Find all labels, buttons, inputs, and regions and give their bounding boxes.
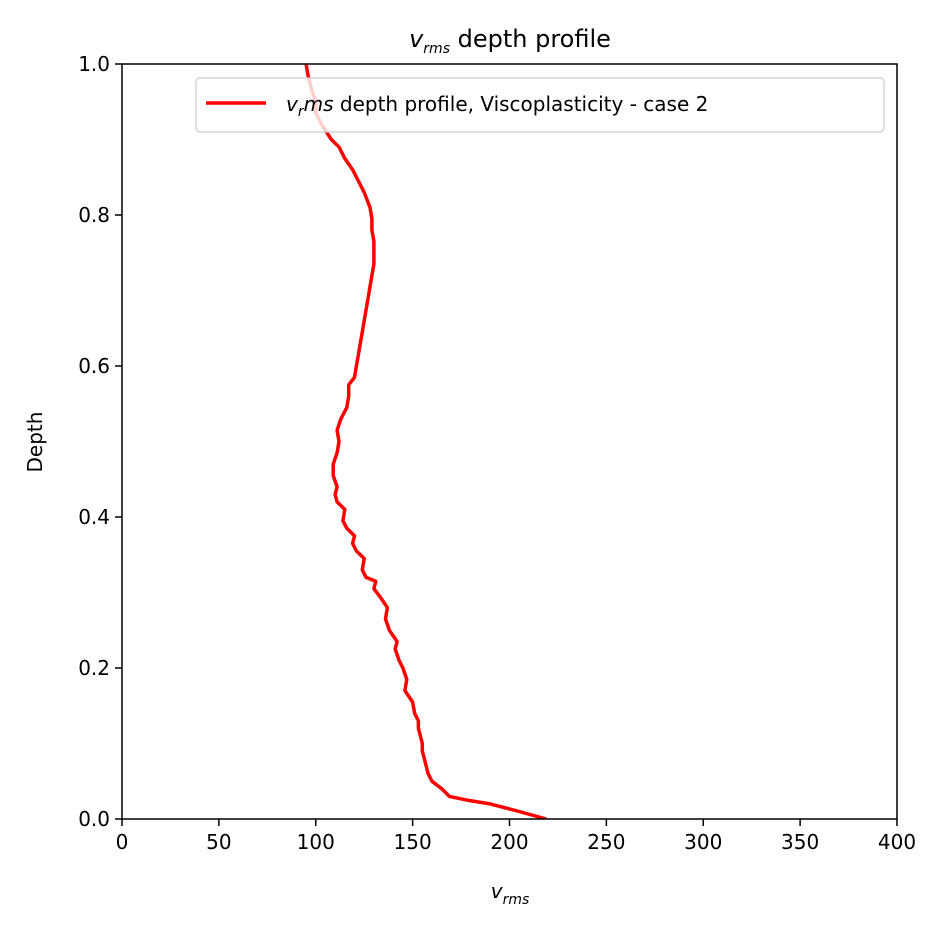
x-tick-label: 200 bbox=[490, 830, 528, 854]
x-tick-label: 50 bbox=[206, 830, 231, 854]
y-tick-label: 1.0 bbox=[78, 52, 110, 76]
series-line-0 bbox=[304, 64, 547, 819]
x-tick-label: 150 bbox=[394, 830, 432, 854]
y-tick-label: 0.0 bbox=[78, 807, 110, 831]
x-tick-label: 100 bbox=[297, 830, 335, 854]
legend-entry: vrms depth profile, Viscoplasticity - ca… bbox=[286, 92, 708, 120]
series-group bbox=[304, 64, 547, 819]
x-tick-label: 0 bbox=[116, 830, 129, 854]
x-tick-label: 350 bbox=[781, 830, 819, 854]
y-axis-ticks: 0.0 0.2 0.4 0.6 0.8 1.0 bbox=[78, 52, 122, 831]
y-axis-label: Depth bbox=[23, 412, 47, 473]
chart-title: vrms depth profile bbox=[409, 25, 611, 57]
plot-area bbox=[304, 64, 547, 819]
legend-box bbox=[195, 77, 885, 133]
x-axis-label: vrms bbox=[491, 879, 530, 908]
y-tick-label: 0.4 bbox=[78, 505, 110, 529]
y-tick-label: 0.6 bbox=[78, 354, 110, 378]
y-tick-label: 0.8 bbox=[78, 203, 110, 227]
x-tick-label: 250 bbox=[587, 830, 625, 854]
x-axis-ticks: 0 50 100 150 200 250 300 350 400 bbox=[116, 819, 916, 854]
x-tick-label: 400 bbox=[878, 830, 916, 854]
x-tick-label: 300 bbox=[684, 830, 722, 854]
y-tick-label: 0.2 bbox=[78, 656, 110, 680]
legend: vrms depth profile, Viscoplasticity - ca… bbox=[195, 77, 885, 133]
